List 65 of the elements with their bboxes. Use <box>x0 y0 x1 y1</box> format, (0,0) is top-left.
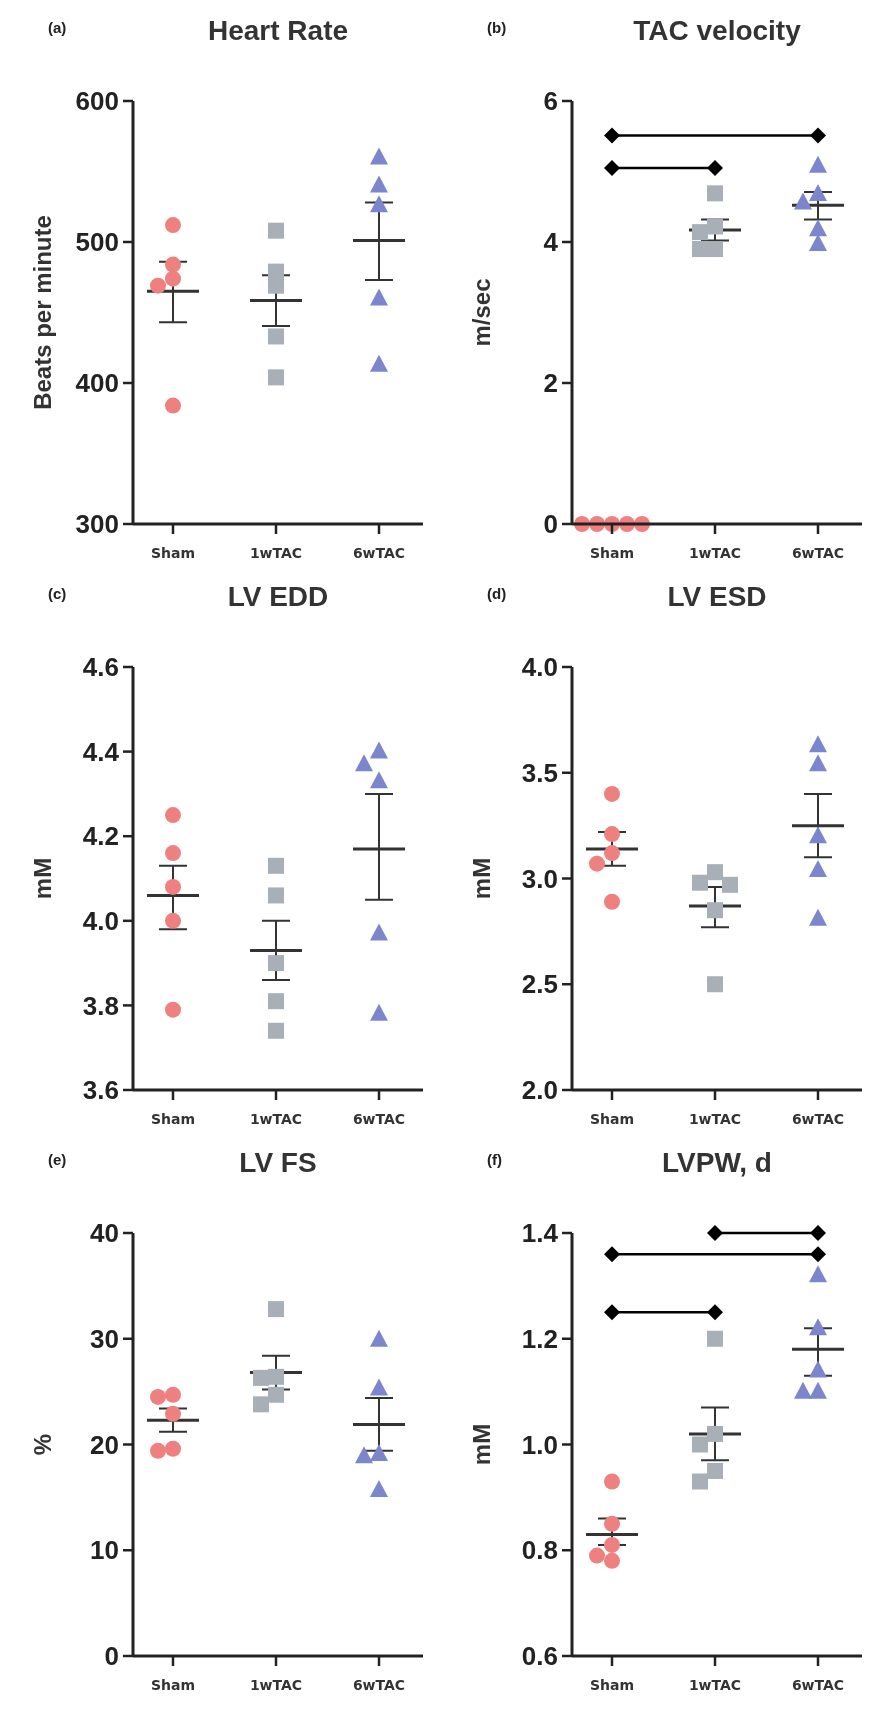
y-axis-title: % <box>29 1433 56 1456</box>
x-tick-label: Sham <box>589 545 635 561</box>
x-tick-label: Sham <box>589 1677 635 1693</box>
y-tick-label: 0.8 <box>521 1535 558 1566</box>
x-tick-label: 1wTAC <box>249 1677 303 1693</box>
y-tick-label: 3.6 <box>82 1075 119 1106</box>
y-tick-label: 2 <box>543 368 558 399</box>
x-tick-label: 1wTAC <box>249 545 303 561</box>
x-tick-label: Sham <box>150 1677 196 1693</box>
text: (f) <box>487 1151 502 1168</box>
text: (e) <box>48 1151 67 1168</box>
y-axis-title: Beats per minute <box>29 215 56 410</box>
x-tick-label: 6wTAC <box>791 1111 845 1127</box>
text: (d) <box>487 585 507 602</box>
y-tick-label: 400 <box>75 368 119 399</box>
y-tick-label: 300 <box>75 509 119 540</box>
y-axis-title: mM <box>468 1423 495 1466</box>
y-tick-label: 30 <box>90 1323 119 1354</box>
y-axis-title: m/sec <box>468 278 495 347</box>
chart-title: LV EDD <box>227 581 329 612</box>
y-axis-title: mM <box>468 857 495 900</box>
y-tick-label: 4 <box>543 227 559 258</box>
chart-title: LVPW, d <box>662 1147 772 1178</box>
x-tick-label: Sham <box>150 545 196 561</box>
y-tick-label: 0 <box>543 509 558 540</box>
y-tick-label: 1.0 <box>521 1429 558 1460</box>
chart-title: LV FS <box>239 1147 317 1178</box>
x-tick-label: 1wTAC <box>249 1111 303 1127</box>
x-tick-label: 6wTAC <box>352 1111 406 1127</box>
y-tick-label: 3.8 <box>82 990 119 1021</box>
x-tick-label: 6wTAC <box>791 545 845 561</box>
y-tick-label: 4.2 <box>82 821 119 852</box>
y-tick-label: 4.4 <box>82 736 120 767</box>
y-tick-label: 4.6 <box>82 652 119 683</box>
y-tick-label: 20 <box>90 1429 119 1460</box>
text: (b) <box>487 19 507 36</box>
x-tick-label: 6wTAC <box>791 1677 845 1693</box>
y-tick-label: 3.0 <box>521 863 558 894</box>
y-axis-title: mM <box>29 857 56 900</box>
y-tick-label: 2.0 <box>521 1075 558 1106</box>
y-tick-label: 4.0 <box>82 905 119 936</box>
y-tick-label: 0.6 <box>521 1641 558 1672</box>
text: (c) <box>48 585 67 602</box>
x-tick-label: Sham <box>589 1111 635 1127</box>
x-tick-label: 6wTAC <box>352 545 406 561</box>
x-tick-label: 6wTAC <box>352 1677 406 1693</box>
y-tick-label: 600 <box>75 86 119 117</box>
y-tick-label: 10 <box>90 1535 119 1566</box>
y-tick-label: 2.5 <box>521 969 558 1000</box>
y-tick-label: 1.2 <box>521 1323 558 1354</box>
x-tick-label: Sham <box>150 1111 196 1127</box>
x-tick-label: 1wTAC <box>688 1111 742 1127</box>
y-tick-label: 0 <box>104 1641 119 1672</box>
y-tick-label: 3.5 <box>521 757 558 788</box>
chart-title: LV ESD <box>667 581 767 612</box>
text: (a) <box>48 19 67 36</box>
x-tick-label: 1wTAC <box>688 1677 742 1693</box>
x-tick-label: 1wTAC <box>688 545 742 561</box>
y-tick-label: 40 <box>90 1218 119 1249</box>
y-tick-label: 500 <box>75 227 119 258</box>
y-tick-label: 6 <box>543 86 558 117</box>
y-tick-label: 1.4 <box>521 1218 559 1249</box>
chart-title: TAC velocity <box>633 15 802 46</box>
chart-title: Heart Rate <box>207 15 349 46</box>
y-tick-label: 4.0 <box>521 652 558 683</box>
